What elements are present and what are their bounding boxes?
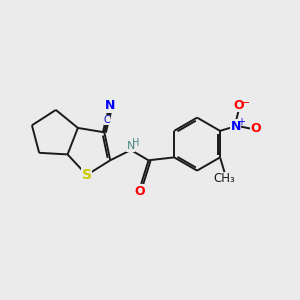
Text: N: N [127,142,135,152]
Text: −: − [241,98,250,108]
Text: O: O [234,99,244,112]
Text: N: N [230,120,241,133]
Text: S: S [82,168,92,182]
Text: N: N [104,99,115,112]
Text: +: + [237,117,245,127]
Text: H: H [133,138,140,148]
Text: O: O [134,185,145,198]
Text: C: C [104,115,110,125]
Text: O: O [250,122,261,135]
Text: CH₃: CH₃ [214,172,236,185]
